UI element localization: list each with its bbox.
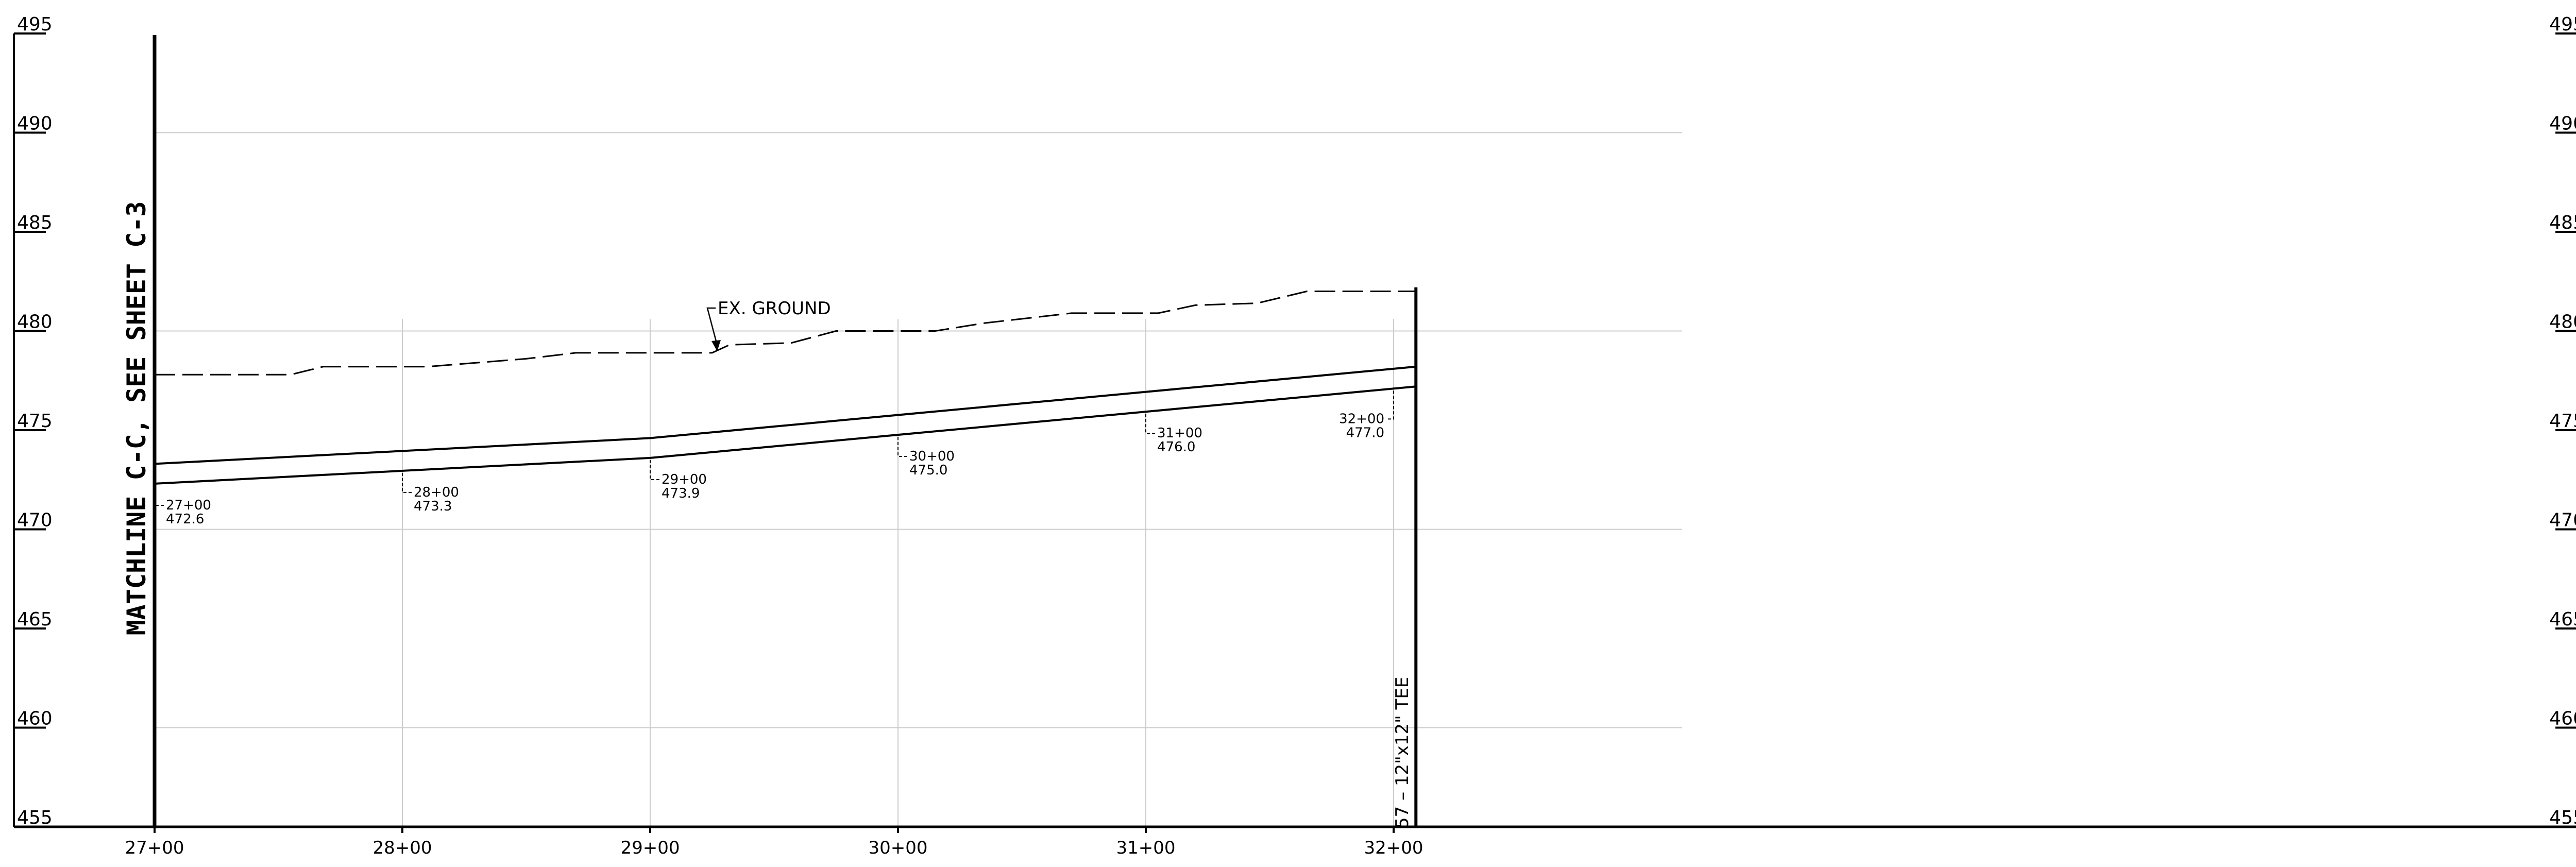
station-label: 27+00 [125, 838, 184, 858]
callout-elevation: 473.9 [662, 486, 700, 501]
station-axis: 27+00 28+00 29+00 30+00 31+00 32+00 [125, 827, 1423, 858]
elevation-axis-right: 495 490 485 480 475 470 465 460 455 [2549, 14, 2576, 828]
callout-elevation: 473.3 [414, 499, 452, 514]
callout-leader [650, 460, 659, 480]
elevation-label-left: 490 [17, 113, 53, 134]
station-label: 32+00 [1364, 838, 1423, 858]
callout-leader [402, 472, 412, 493]
elevation-label-left: 495 [17, 14, 53, 35]
elevation-label-right: 460 [2549, 708, 2576, 729]
callout-elevation: 476.0 [1157, 439, 1195, 455]
station-label: 30+00 [868, 838, 927, 858]
station-label: 28+00 [372, 838, 432, 858]
callout-station: 32+00 [1339, 411, 1384, 427]
callout-elevation: 472.6 [166, 512, 204, 527]
callout-station: 28+00 [414, 485, 459, 500]
callout-station: 27+00 [166, 498, 211, 513]
callout-leader [154, 485, 164, 506]
elevation-label-left: 485 [17, 212, 53, 233]
elevation-label-right: 475 [2549, 411, 2576, 432]
callout-leader [1386, 390, 1394, 420]
matchline-label: MATCHLINE C-C, SEE SHEET C-3 [122, 201, 151, 636]
existing-ground-line [155, 291, 1416, 376]
elevation-label-right: 480 [2549, 312, 2576, 333]
drawing-frame [13, 33, 2576, 828]
elevation-label-right: 455 [2549, 807, 2576, 828]
callout-leader [897, 437, 907, 457]
elevation-label-right: 485 [2549, 212, 2576, 233]
station-label: 31+00 [1116, 838, 1175, 858]
pipe-crown-line [154, 365, 1416, 465]
ex-ground-leader [706, 307, 718, 346]
existing-ground-profile [155, 291, 1416, 376]
grid-lines [154, 132, 1682, 827]
station-label: 29+00 [620, 838, 680, 858]
callout-station: 29+00 [662, 472, 707, 487]
callout-station: 30+00 [909, 449, 955, 464]
elevation-label-right: 495 [2549, 14, 2576, 35]
elevation-label-left: 475 [17, 411, 53, 432]
pipe-invert-line [154, 385, 1416, 485]
tee-label: 57 – 12"x12" TEE [1392, 677, 1413, 828]
elevation-label-left: 470 [17, 510, 53, 531]
ex-ground-label: EX. GROUND [718, 298, 831, 319]
elevation-label-right: 490 [2549, 113, 2576, 134]
ex-ground-arrowhead [711, 340, 721, 351]
callout-leader [1145, 414, 1155, 434]
elevation-label-right: 470 [2549, 510, 2576, 531]
elevation-label-left: 455 [17, 807, 53, 828]
callout-elevation: 477.0 [1346, 425, 1384, 440]
elevation-axis-left: 495 490 485 480 475 470 465 460 455 [14, 14, 53, 828]
elevation-label-left: 460 [17, 708, 53, 729]
pipe-profile [154, 365, 1416, 485]
elevation-label-left: 465 [17, 609, 53, 630]
callout-station: 31+00 [1157, 426, 1202, 441]
elevation-label-right: 465 [2549, 609, 2576, 630]
elevation-label-left: 480 [17, 312, 53, 333]
callout-elevation: 475.0 [909, 463, 947, 478]
